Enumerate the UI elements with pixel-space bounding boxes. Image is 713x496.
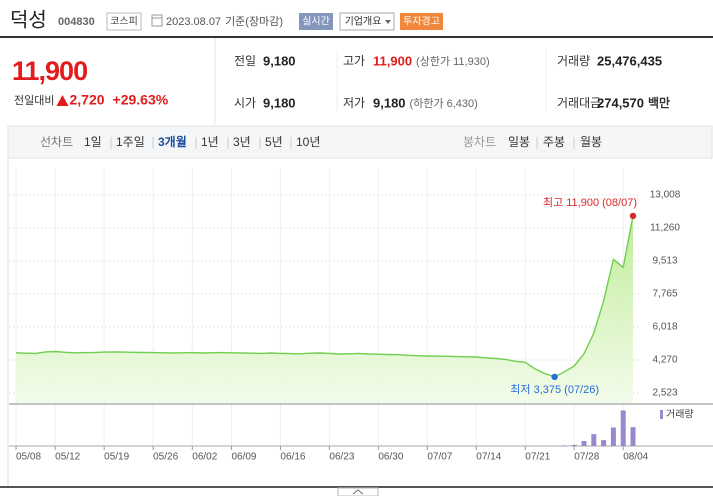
x-tick-label: 06/09 [231, 452, 256, 463]
change-label: 전일대비 [14, 93, 54, 107]
min-point [551, 373, 558, 381]
x-tick-label: 06/02 [192, 452, 217, 463]
volume-legend-swatch [660, 410, 663, 419]
market-badge [106, 12, 142, 31]
quote-value: 9,180 [263, 53, 296, 68]
period-tab[interactable]: 3년 [233, 135, 251, 149]
y-tick-label: 11,260 [650, 223, 680, 234]
quote-note: (상한가 11,930) [416, 55, 490, 68]
volume-bar [561, 445, 567, 446]
x-tick-label: 05/08 [16, 452, 41, 463]
collapse-icon [352, 489, 364, 495]
quote-label: 고가 [343, 54, 365, 68]
volume-bar [630, 427, 636, 446]
quote-value: 25,476,435 [597, 53, 662, 68]
quote-value: 9,180 [263, 95, 296, 110]
max-annotation: 최고 11,900 (08/07) [543, 196, 637, 209]
stock-code: 004830 [58, 16, 95, 28]
badge[interactable] [299, 13, 333, 30]
candle-tab[interactable]: 주봉 [543, 135, 565, 149]
period-tab[interactable]: 10년 [296, 135, 320, 149]
quote-label: 거래량 [557, 54, 590, 68]
volume-bar [601, 440, 607, 446]
candle-tab[interactable]: 월봉 [580, 135, 602, 149]
volume-bar [571, 444, 577, 446]
price-area [16, 215, 633, 403]
volume-bar [620, 410, 626, 446]
volume-bar [610, 427, 616, 446]
quote-value: 9,180 [373, 95, 406, 110]
y-tick-label: 13,008 [650, 190, 681, 201]
volume-bar [591, 434, 597, 446]
dropdown-arrow [385, 20, 391, 24]
quote-label: 전일 [234, 54, 256, 68]
quote-note: (하한가 6,430) [410, 96, 478, 110]
min-annotation: 최저 3,375 (07/26) [510, 383, 599, 396]
quote-label: 거래대금 [557, 96, 601, 110]
max-point [629, 212, 637, 220]
volume-legend: 거래량 [666, 409, 694, 421]
badge-label[interactable]: 기업개요 [345, 15, 382, 28]
x-tick-label: 06/16 [280, 452, 305, 463]
x-tick-label: 07/21 [525, 452, 550, 463]
x-tick-label: 05/19 [104, 452, 129, 463]
date: 2023.08.07 [166, 16, 221, 28]
x-tick-label: 05/12 [55, 452, 80, 463]
y-tick-label: 2,523 [652, 388, 677, 399]
up-arrow [56, 95, 69, 106]
period-tab[interactable]: 5년 [265, 135, 283, 149]
price-line [15, 215, 634, 378]
period-tab[interactable]: 1일 [84, 135, 102, 149]
market: 코스피 [110, 16, 138, 28]
calendar-icon [151, 14, 163, 27]
quote-value: 11,900 [373, 53, 412, 68]
collapse-tab[interactable] [337, 487, 379, 496]
y-tick-label: 4,270 [652, 355, 677, 366]
badge[interactable] [339, 12, 395, 31]
period-tab[interactable]: 3개월 [158, 134, 187, 149]
quote-label: 시가 [234, 96, 256, 110]
stock-name: 덕성 [10, 8, 47, 31]
quote-unit: 백만 [648, 95, 670, 110]
x-tick-label: 07/28 [574, 452, 599, 463]
period-tab[interactable]: 1년 [201, 135, 219, 149]
x-tick-label: 08/04 [623, 452, 648, 463]
change: 2,720 [69, 92, 104, 108]
quote-value: 274,570 [597, 95, 644, 110]
quote-label: 저가 [343, 96, 365, 110]
volume-bar [581, 441, 587, 446]
tab-group-label: 선차트 [40, 135, 73, 149]
period-tab[interactable]: 1주일 [116, 135, 145, 149]
x-tick-label: 07/07 [427, 452, 452, 463]
tab-group-label: 봉차트 [463, 135, 496, 149]
basis: 기준(장마감) [225, 15, 283, 28]
x-tick-label: 06/23 [329, 452, 354, 463]
candle-tab[interactable]: 일봉 [508, 135, 530, 149]
x-tick-label: 05/26 [153, 452, 178, 463]
x-tick-label: 07/14 [476, 452, 501, 463]
period-tab-bar [7, 125, 713, 159]
current-price: 11,900 [12, 56, 87, 86]
badge[interactable] [400, 13, 443, 30]
x-tick-label: 06/30 [378, 452, 403, 463]
badge-label[interactable]: 실시간 [302, 16, 330, 28]
y-tick-label: 9,513 [652, 256, 677, 267]
y-tick-label: 6,018 [652, 322, 677, 333]
y-tick-label: 7,765 [652, 289, 677, 300]
change-rate: +29.63% [113, 92, 169, 108]
badge-label[interactable]: 투자경고 [403, 15, 440, 28]
